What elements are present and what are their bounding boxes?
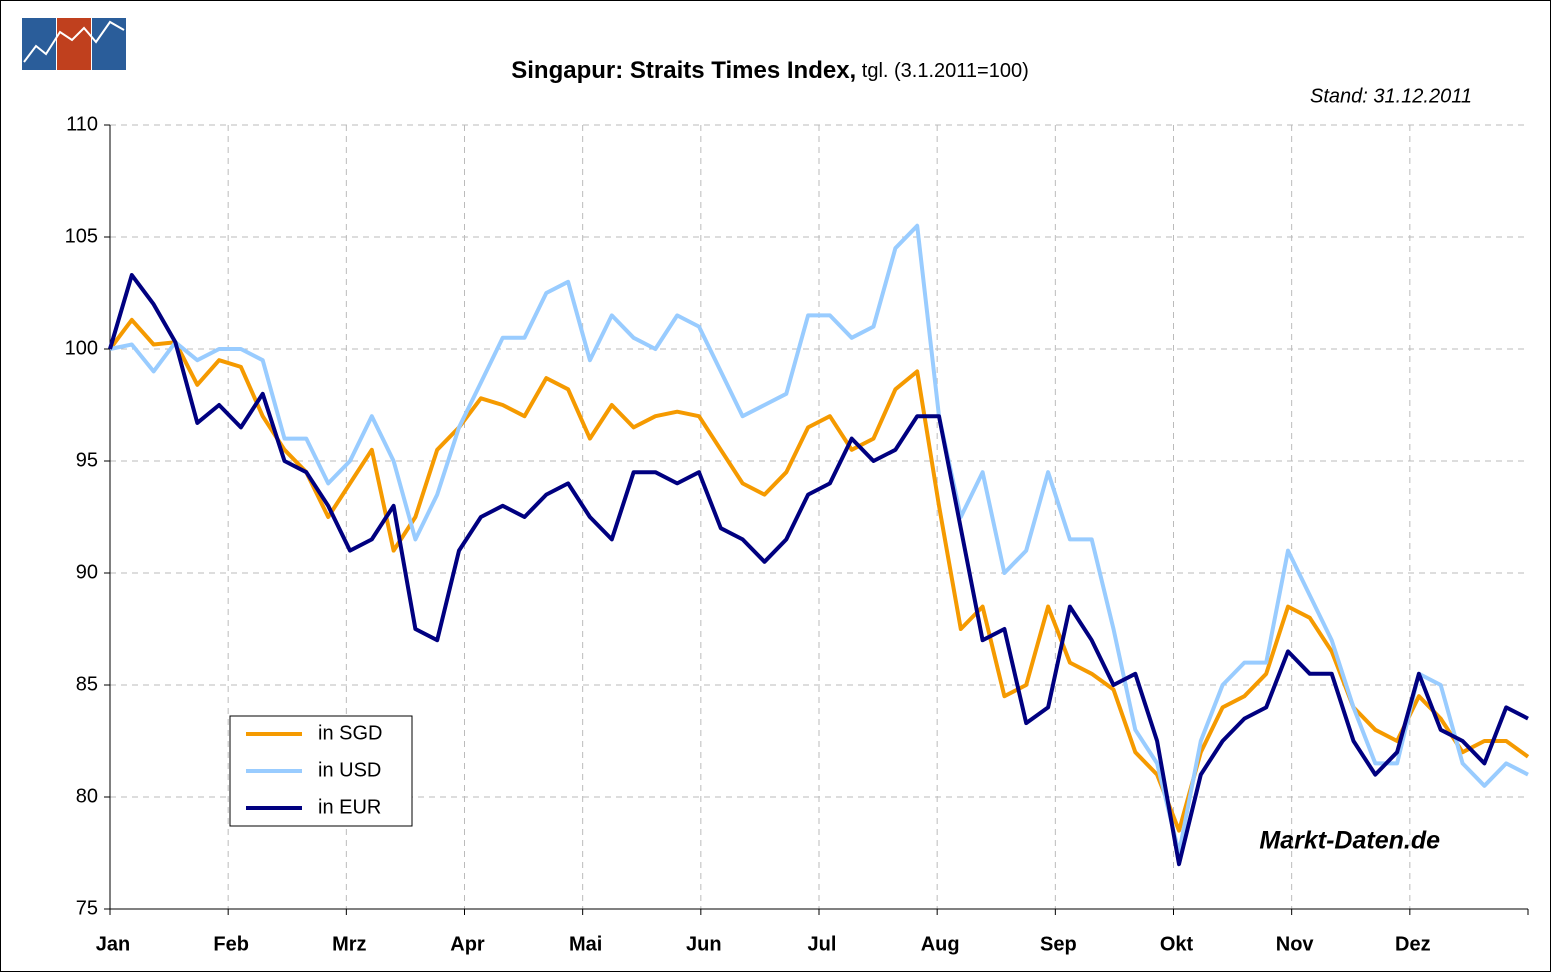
y-tick-label: 100 <box>65 337 98 359</box>
y-tick-label: 90 <box>76 561 98 583</box>
x-tick-label: Apr <box>450 933 485 955</box>
watermark: Markt-Daten.de <box>1259 827 1440 855</box>
series-line <box>109 223 1529 855</box>
x-tick-label: Jan <box>96 933 130 955</box>
x-tick-label: Jul <box>808 933 837 955</box>
x-tick-label: Feb <box>213 933 249 955</box>
title-main: Singapur: Straits Times Index, <box>511 57 856 84</box>
series-line <box>108 317 1530 833</box>
legend-label: in USD <box>318 759 381 781</box>
legend-label: in EUR <box>318 796 381 818</box>
x-tick-label: Nov <box>1276 933 1315 955</box>
subtitle: Stand: 31.12.2011 <box>1310 85 1472 107</box>
y-tick-label: 110 <box>66 113 98 135</box>
x-tick-label: Mrz <box>332 933 366 955</box>
x-tick-label: Aug <box>921 933 960 955</box>
y-tick-label: 80 <box>76 785 98 807</box>
y-tick-label: 85 <box>76 673 98 695</box>
y-tick-label: 75 <box>76 897 98 919</box>
title-note: tgl. (3.1.2011=100) <box>862 60 1029 82</box>
x-tick-label: Sep <box>1040 933 1077 955</box>
y-tick-label: 105 <box>65 225 98 247</box>
x-tick-label: Dez <box>1395 933 1431 955</box>
x-tick-label: Mai <box>569 933 602 955</box>
chart-title: Singapur: Straits Times Index, tgl. (3.1… <box>511 57 1029 84</box>
x-tick-label: Jun <box>686 933 722 955</box>
legend-label: in SGD <box>318 722 382 744</box>
y-tick-label: 95 <box>76 449 98 471</box>
x-tick-label: Okt <box>1160 933 1194 955</box>
logo <box>22 18 126 70</box>
series-line <box>108 273 1529 867</box>
